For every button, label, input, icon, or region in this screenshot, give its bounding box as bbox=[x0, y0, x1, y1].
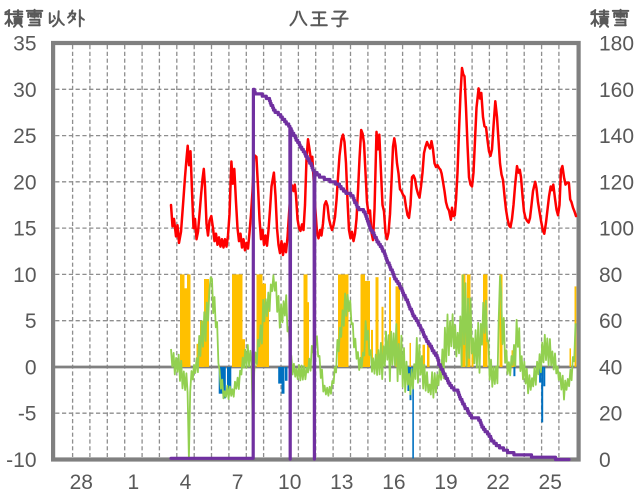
svg-text:80: 80 bbox=[599, 264, 622, 287]
svg-text:20: 20 bbox=[599, 403, 622, 426]
svg-text:40: 40 bbox=[599, 356, 622, 379]
svg-text:1: 1 bbox=[128, 471, 140, 494]
svg-text:16: 16 bbox=[382, 471, 405, 494]
svg-text:180: 180 bbox=[599, 33, 634, 56]
svg-text:19: 19 bbox=[434, 471, 457, 494]
svg-text:15: 15 bbox=[13, 218, 36, 241]
svg-text:10: 10 bbox=[278, 471, 301, 494]
svg-text:0: 0 bbox=[599, 449, 611, 472]
svg-text:0: 0 bbox=[25, 356, 37, 379]
svg-text:25: 25 bbox=[13, 125, 36, 148]
svg-text:160: 160 bbox=[599, 79, 634, 102]
svg-text:22: 22 bbox=[486, 471, 509, 494]
svg-text:28: 28 bbox=[70, 471, 93, 494]
svg-text:100: 100 bbox=[599, 218, 634, 241]
svg-text:30: 30 bbox=[13, 79, 36, 102]
svg-text:-5: -5 bbox=[18, 403, 37, 426]
svg-text:35: 35 bbox=[13, 33, 36, 56]
svg-text:25: 25 bbox=[539, 471, 562, 494]
svg-text:120: 120 bbox=[599, 171, 634, 194]
svg-text:13: 13 bbox=[330, 471, 353, 494]
svg-text:20: 20 bbox=[13, 171, 36, 194]
svg-text:4: 4 bbox=[180, 471, 192, 494]
svg-text:-10: -10 bbox=[6, 449, 36, 472]
svg-text:10: 10 bbox=[13, 264, 36, 287]
svg-text:60: 60 bbox=[599, 310, 622, 333]
svg-text:5: 5 bbox=[25, 310, 37, 333]
svg-text:140: 140 bbox=[599, 125, 634, 148]
svg-text:7: 7 bbox=[232, 471, 244, 494]
